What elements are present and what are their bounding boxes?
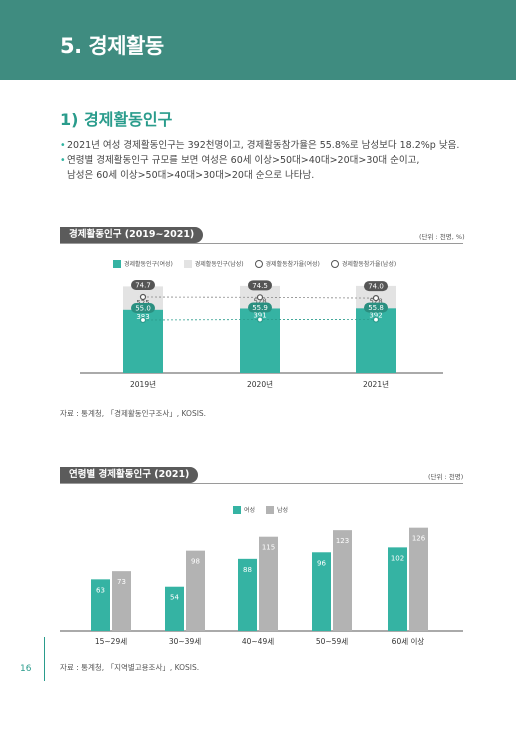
chart1-rule [60, 243, 463, 244]
bar-female [312, 552, 331, 631]
label-male: 123 [336, 537, 349, 545]
male-rate-point [256, 294, 264, 301]
legend-item-male-pop: 경제활동인구(남성) [183, 259, 244, 268]
page-margin-line [44, 637, 45, 681]
legend-item-male-rate: 경제활동참가율(남성) [330, 259, 396, 268]
bar-female [388, 547, 407, 631]
bar-male [333, 530, 352, 631]
bullet-continuation: 남성은 60세 이상>50대>40대>30대>20대 순으로 나타남. [67, 170, 315, 181]
label-male-pop: 525 [136, 299, 149, 307]
legend-item-male: 남성 [265, 505, 288, 514]
chart2-legend: 여성 남성 [233, 505, 297, 516]
female-rate-label: 55.8 [368, 304, 384, 312]
male-rate-badge [364, 281, 388, 292]
chart1-unit: (단위 : 천명, %) [419, 233, 465, 241]
label-female-pop: 391 [253, 311, 266, 319]
x-tick-label: 60세 이상 [392, 636, 425, 646]
page-number: 16 [20, 664, 32, 674]
x-tick-label: 50~59세 [316, 637, 348, 646]
female-rate-badge [131, 303, 155, 313]
x-tick-label: 2020년 [247, 379, 273, 389]
female-rate-label: 55.9 [252, 304, 268, 312]
label-male: 73 [117, 578, 126, 586]
x-tick-label: 30~39세 [169, 637, 201, 646]
label-male: 126 [412, 535, 426, 543]
bullet-item: 2021년 여성 경제활동인구는 392천명이고, 경제활동참가율은 55.8%… [60, 138, 459, 153]
bar-female [91, 579, 110, 631]
legend-item-female: 여성 [233, 505, 255, 514]
bar-male [112, 571, 131, 631]
label-female: 63 [96, 586, 105, 594]
female-rate-badge [364, 302, 388, 313]
chart2-title: 연령별 경제활동인구 (2021) [60, 467, 199, 483]
summary-bullets: 2021년 여성 경제활동인구는 392천명이고, 경제활동참가율은 55.8%… [60, 138, 459, 183]
legend-marker [254, 259, 263, 268]
chart2-rule [60, 483, 463, 484]
x-tick-label: 40~49세 [242, 637, 274, 646]
legend-item-female-pop: 경제활동인구(여성) [113, 259, 173, 268]
x-tick-label: 15~29세 [95, 637, 127, 646]
chart2-unit: (단위 : 천명) [428, 473, 464, 481]
female-rate-point [372, 316, 380, 323]
male-rate-label: 74.7 [135, 282, 151, 290]
label-female: 54 [170, 594, 179, 602]
male-rate-badge [131, 280, 155, 290]
label-male: 115 [262, 544, 275, 552]
chapter-title: 5. 경제활동 [60, 34, 164, 58]
female-rate-point [256, 316, 264, 323]
bar-male [409, 527, 428, 631]
chart1-source: 자료 : 통계청, 「경제활동인구조사」, KOSIS. [60, 409, 207, 418]
bar-male [186, 550, 205, 631]
label-male-pop: 528 [253, 297, 266, 305]
label-female: 102 [391, 554, 404, 562]
x-tick-label: 2021년 [363, 379, 389, 389]
legend-swatch [265, 505, 274, 514]
x-tick-label: 2019년 [130, 379, 156, 389]
male-rate-point [372, 295, 380, 302]
chart1-title: 경제활동인구 (2019~2021) [60, 227, 204, 243]
section-title: 1) 경제활동인구 [60, 110, 173, 129]
male-rate-label: 74.0 [368, 283, 384, 291]
page-header: 5. 경제활동 [0, 0, 516, 80]
male-rate-label: 74.5 [252, 282, 268, 290]
bar-male [259, 536, 278, 631]
chart2-source: 자료 : 통계청, 「지역별고용조사」, KOSIS. [60, 663, 200, 672]
label-male-pop: 528 [369, 297, 382, 305]
female-rate-point [139, 316, 147, 324]
bar-female [165, 586, 184, 631]
bullet-item: 연령별 경제활동인구 규모를 보면 여성은 60세 이상>50대>40대>20대… [60, 153, 459, 168]
bar-female [238, 558, 257, 631]
label-female-pop: 392 [369, 311, 382, 319]
legend-swatch [113, 259, 121, 268]
male-rate-point [139, 293, 147, 301]
legend-item-female-rate: 경제활동참가율(여성) [254, 259, 320, 268]
label-female: 96 [317, 559, 326, 567]
label-male: 98 [191, 558, 200, 566]
label-female: 88 [243, 566, 252, 574]
male-rate-badge [248, 280, 272, 291]
female-rate-badge [248, 302, 272, 313]
female-rate-label: 55.0 [135, 305, 151, 313]
legend-swatch [183, 259, 192, 268]
legend-swatch [233, 505, 241, 514]
legend-marker [330, 259, 339, 268]
label-female-pop: 383 [136, 313, 149, 321]
chart1-legend: 경제활동인구(여성) 경제활동인구(남성) 경제활동참가율(여성) 경제활동참가… [113, 259, 405, 270]
